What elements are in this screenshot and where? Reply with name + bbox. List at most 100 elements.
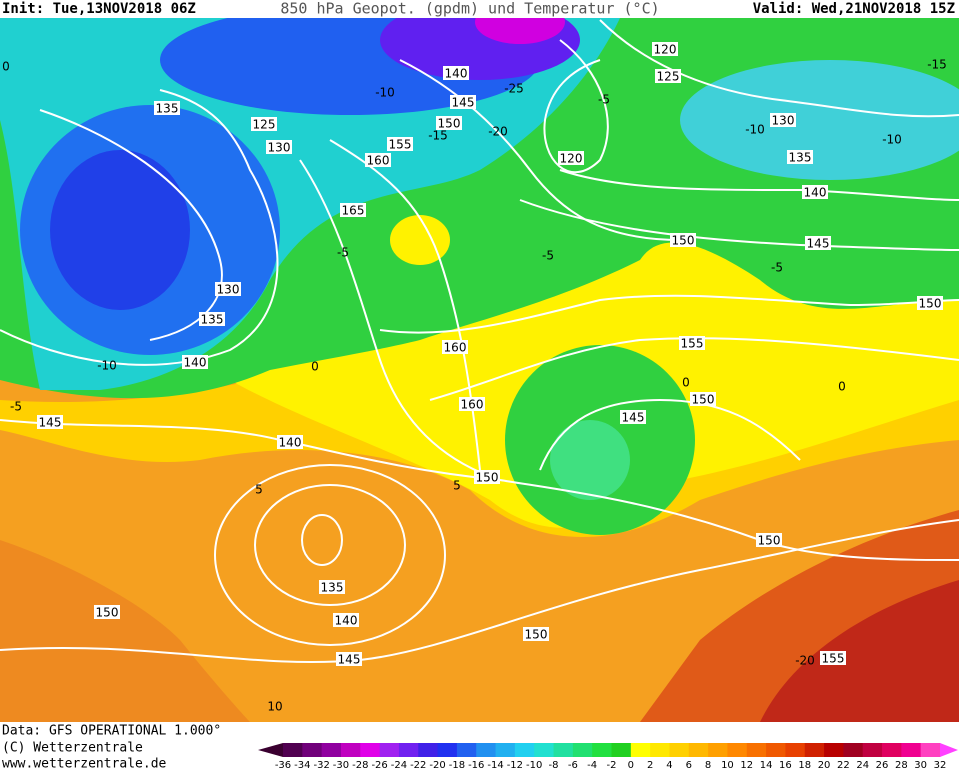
colorbar-band	[611, 743, 632, 757]
geopotential-label: 130	[772, 114, 795, 128]
colorbar-label: 12	[740, 760, 753, 770]
geopotential-label: 150	[438, 117, 461, 131]
map-field	[0, 18, 959, 722]
colorbar-label: -2	[607, 760, 617, 770]
colorbar-label: -28	[352, 760, 368, 770]
colorbar-label: -24	[391, 760, 407, 770]
colorbar-band	[476, 743, 497, 757]
temperature-label: 5	[255, 483, 263, 497]
colorbar-label: -6	[568, 760, 578, 770]
label-box	[443, 66, 469, 80]
geopotential-label: 140	[804, 186, 827, 200]
colorbar-band	[360, 743, 381, 757]
colorbar-label: 8	[705, 760, 711, 770]
colorbar-band	[824, 743, 844, 757]
label-box	[277, 435, 303, 449]
colorbar-band	[495, 743, 516, 757]
temperature-label: -10	[375, 86, 395, 100]
geopotential-label: 150	[758, 534, 781, 548]
temperature-label: 10	[267, 700, 282, 714]
colorbar-label: -20	[429, 760, 445, 770]
temperature-label: -10	[882, 133, 902, 147]
colorbar-band	[688, 743, 709, 757]
geopotential-label: 140	[335, 614, 358, 628]
temperature-label: -5	[542, 249, 554, 263]
label-box	[652, 42, 678, 56]
temperature-label: -20	[795, 654, 815, 668]
colorbar-label: -4	[587, 760, 597, 770]
label-box	[690, 392, 716, 406]
label-box	[802, 185, 828, 199]
label-box	[333, 613, 359, 627]
colorbar-label: 24	[856, 760, 869, 770]
colorbar-band	[534, 743, 555, 757]
colorbar-band	[514, 743, 535, 757]
label-box	[215, 282, 241, 296]
contour-labels: 120 125 140 145 135 125 130 150 155 160 165 120 130 1…	[2, 42, 947, 714]
colorbar-label: -22	[410, 760, 426, 770]
geopotential-label: 135	[156, 102, 179, 116]
colorbar-label: -14	[487, 760, 503, 770]
geopotential-label: 160	[444, 341, 467, 355]
colorbar-band	[650, 743, 670, 757]
label-box	[679, 336, 705, 350]
geopotential-label: 120	[654, 43, 677, 57]
geopotential-label: 120	[560, 152, 583, 166]
label-box	[805, 236, 831, 250]
colorbar-label: -26	[371, 760, 387, 770]
temperature-label: 0	[838, 380, 846, 394]
geopotential-label: 150	[525, 628, 548, 642]
geopotential-label: 135	[789, 151, 812, 165]
label-box	[558, 151, 584, 165]
temperature-label: -15	[428, 129, 448, 143]
geopotential-label: 160	[367, 154, 390, 168]
colorbar-arrow-left	[258, 743, 283, 757]
label-box	[459, 397, 485, 411]
geopotential-label: 165	[342, 204, 365, 218]
temperature-label: 0	[311, 360, 319, 374]
geopotential-label: 150	[692, 393, 715, 407]
colorbar-label: 16	[779, 760, 792, 770]
colorbar-label: 28	[895, 760, 908, 770]
label-box	[37, 415, 63, 429]
cyan-east	[680, 60, 959, 180]
colorbar-band	[746, 743, 767, 757]
colorbar-band	[321, 743, 342, 757]
label-box	[655, 69, 681, 83]
temperature-label: -5	[10, 400, 22, 414]
colorbar-band	[901, 743, 922, 757]
colorbar-band	[592, 743, 612, 757]
temperature-label: -20	[488, 125, 508, 139]
geopotential-label: 145	[39, 416, 62, 430]
yellow-patch	[390, 215, 450, 265]
colorbar-band	[630, 743, 651, 757]
label-box	[319, 580, 345, 594]
colorbar-label: -32	[313, 760, 329, 770]
colorbar-label: 20	[818, 760, 831, 770]
colorbar-band	[456, 743, 477, 757]
geopotential-label: 150	[672, 234, 695, 248]
label-box	[154, 101, 180, 115]
geopotential-label: 150	[96, 606, 119, 620]
label-box	[199, 312, 225, 326]
colorbar-label: 2	[647, 760, 653, 770]
header-bar	[0, 0, 959, 18]
colorbar-band	[418, 743, 439, 757]
label-box	[450, 95, 476, 109]
temperature-label: -10	[97, 359, 117, 373]
colorbar-label: -18	[449, 760, 465, 770]
colorbar-label: 22	[837, 760, 850, 770]
temperature-label: -15	[927, 58, 947, 72]
geopotential-label: 140	[445, 67, 468, 81]
temperature-label: 5	[453, 479, 461, 493]
label-box	[770, 113, 796, 127]
colorbar-band	[302, 743, 323, 757]
colorbar-band	[843, 743, 864, 757]
colorbar-label: 0	[628, 760, 634, 770]
colorbar-band	[766, 743, 786, 757]
temperature-label: -10	[745, 123, 765, 137]
geopotential-label: 130	[268, 141, 291, 155]
colorbar-band	[708, 743, 728, 757]
temperature-label: 0	[682, 376, 690, 390]
